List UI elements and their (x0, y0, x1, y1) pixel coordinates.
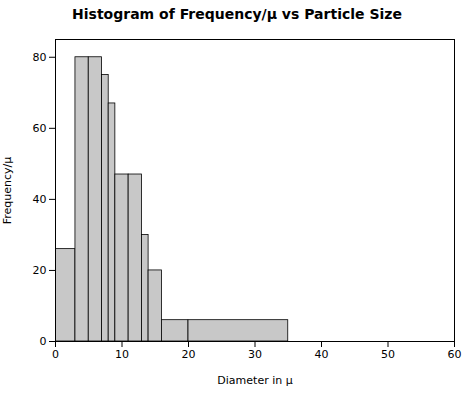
svg-text:60: 60 (33, 122, 47, 135)
svg-text:30: 30 (248, 348, 262, 361)
svg-text:0: 0 (40, 335, 47, 348)
svg-text:50: 50 (381, 348, 395, 361)
svg-text:60: 60 (448, 348, 462, 361)
svg-text:40: 40 (315, 348, 329, 361)
html-text:Histogram of Frequency/μ vs Pa: Histogram of Frequency/μ vs Particle Siz… (72, 6, 402, 22)
svg-text:20: 20 (182, 348, 196, 361)
svg-text:20: 20 (33, 264, 47, 277)
svg-text:Frequency/μ: Frequency/μ (1, 157, 14, 225)
svg-text:0: 0 (52, 348, 59, 361)
svg-text:Diameter in μ: Diameter in μ (217, 374, 292, 387)
svg-text:40: 40 (33, 193, 47, 206)
svg-text:10: 10 (115, 348, 129, 361)
svg-text:80: 80 (33, 51, 47, 64)
